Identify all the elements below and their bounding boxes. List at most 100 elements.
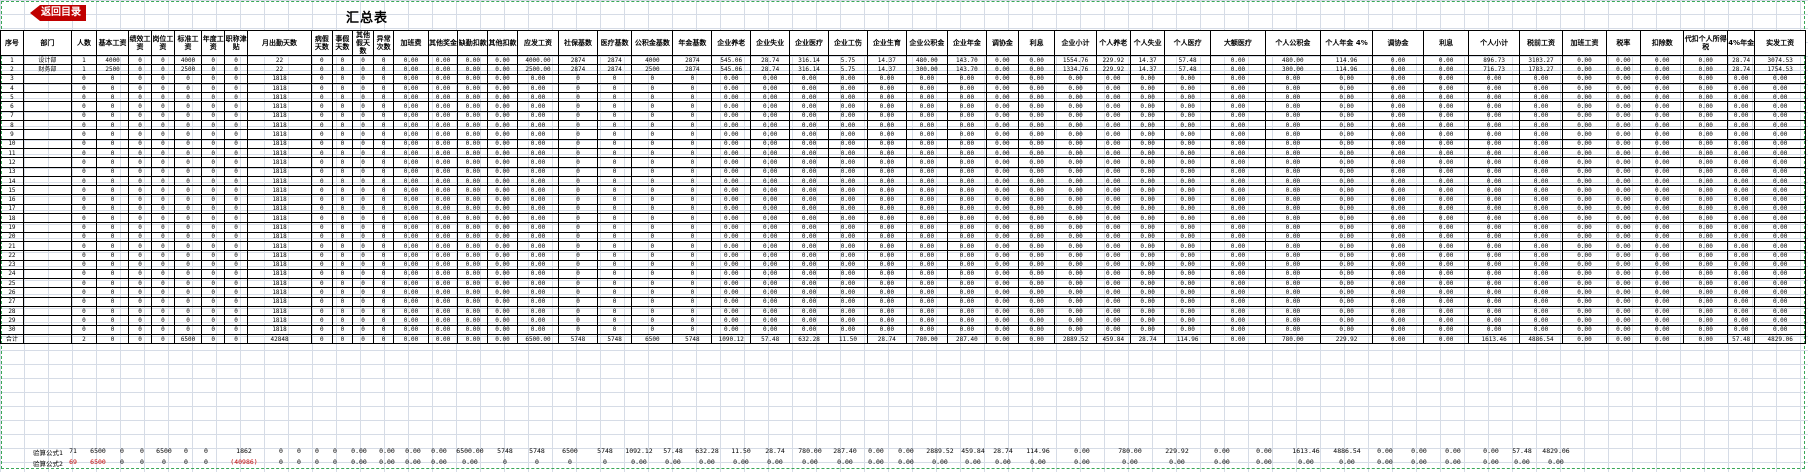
cell-hf_base[interactable]: 0	[631, 138, 674, 149]
cell-c_interest[interactable]: 0.00	[1017, 194, 1056, 205]
cell-c_birth[interactable]: 0.00	[866, 305, 907, 317]
cell-perf[interactable]: 0	[128, 129, 152, 140]
cell-perf[interactable]: 0	[128, 110, 152, 122]
cell-c_hf[interactable]: 0.00	[905, 147, 948, 159]
cell-overtime[interactable]: 0.00	[393, 213, 429, 224]
cell-quick[interactable]: 0.00	[1640, 240, 1685, 252]
cell-p_annuity[interactable]: 114.96	[1319, 64, 1374, 75]
cell-c_injury[interactable]: 0.00	[828, 222, 868, 233]
cell-p_annuity[interactable]: 0.00	[1319, 194, 1374, 205]
cell-post[interactable]: 0	[150, 73, 175, 84]
cell-ot_wage[interactable]: 0.00	[1562, 120, 1607, 131]
cell-pretax[interactable]: 0.00	[1518, 147, 1564, 159]
cell-dept[interactable]: 财务部	[22, 64, 72, 75]
check-formula-cell[interactable]: 0.00	[1074, 458, 1090, 466]
cell-other_leave[interactable]: 0	[352, 240, 374, 252]
cell-c_injury[interactable]: 0.00	[828, 120, 868, 131]
cell-p_unemp[interactable]: 0.00	[1129, 92, 1166, 103]
cell-c_annuity[interactable]: 143.70	[946, 54, 987, 66]
column-header-net[interactable]: 实发工资	[1754, 30, 1806, 56]
cell-perf[interactable]: 0	[128, 268, 152, 280]
cell-c_total[interactable]: 0.00	[1054, 287, 1097, 298]
cell-perf[interactable]: 0	[128, 278, 152, 289]
cell-hf_base[interactable]: 0	[631, 120, 674, 131]
cell-p_annuity[interactable]: 0.00	[1319, 259, 1374, 270]
cell-net[interactable]: 0.00	[1754, 129, 1806, 140]
cell-p_pension[interactable]: 0.00	[1095, 315, 1131, 326]
cell-perf[interactable]: 0	[128, 203, 152, 215]
cell-p_unemp[interactable]: 0.00	[1129, 129, 1166, 140]
cell-hf_base[interactable]: 0	[631, 166, 674, 177]
check-formula-cell[interactable]: 0	[204, 447, 208, 455]
cell-pretax[interactable]: 0.00	[1518, 259, 1564, 270]
cell-annual[interactable]: 0	[201, 194, 226, 205]
cell-c_med[interactable]: 0.00	[789, 268, 829, 280]
cell-pretax[interactable]: 0.00	[1518, 240, 1564, 252]
cell-p_interest[interactable]: 0.00	[1422, 64, 1470, 75]
cell-c_annuity[interactable]: 0.00	[946, 175, 987, 187]
cell-deduct[interactable]: 0.00	[457, 213, 489, 224]
cell-sick[interactable]: 0	[311, 82, 333, 94]
cell-withhold[interactable]: 0.00	[1683, 157, 1728, 168]
cell-count[interactable]: 0	[70, 259, 98, 270]
cell-sick[interactable]: 0	[311, 333, 333, 345]
cell-sick[interactable]: 0	[311, 231, 333, 242]
cell-deduct[interactable]: 0.00	[457, 194, 489, 205]
cell-seq[interactable]: 15	[0, 185, 24, 196]
cell-days[interactable]: 1818	[247, 166, 313, 177]
cell-p_med[interactable]: 0.00	[1164, 278, 1211, 289]
cell-big_med[interactable]: 0.00	[1210, 110, 1266, 122]
cell-overtime[interactable]: 0.00	[393, 250, 429, 261]
cell-perf[interactable]: 0	[128, 54, 152, 66]
cell-seq[interactable]: 合计	[0, 333, 24, 345]
cell-personal[interactable]: 0	[331, 259, 354, 270]
cell-p_interest[interactable]: 0.00	[1422, 268, 1470, 280]
cell-gross[interactable]: 0.00	[516, 157, 560, 168]
check-formula-cell[interactable]: 0	[279, 447, 283, 455]
cell-c_adj[interactable]: 0.00	[985, 175, 1019, 187]
cell-c_interest[interactable]: 0.00	[1017, 175, 1056, 187]
cell-c_annuity[interactable]: 0.00	[946, 120, 987, 131]
cell-deduct[interactable]: 0.00	[457, 166, 489, 177]
cell-dept[interactable]	[22, 129, 72, 140]
cell-c_interest[interactable]: 0.00	[1017, 240, 1056, 252]
cell-sick[interactable]: 0	[311, 287, 333, 298]
cell-base[interactable]: 0	[96, 185, 130, 196]
cell-c_unemp[interactable]: 0.00	[750, 82, 791, 94]
cell-med_base[interactable]: 0	[596, 268, 633, 280]
cell-withhold[interactable]: 0.00	[1683, 287, 1728, 298]
cell-days[interactable]: 1818	[247, 203, 313, 215]
cell-other_deduct[interactable]: 0.00	[487, 101, 518, 112]
cell-p_pension[interactable]: 0.00	[1095, 259, 1131, 270]
cell-c_med[interactable]: 0.00	[789, 324, 829, 335]
cell-p_total[interactable]: 0.00	[1468, 287, 1520, 298]
cell-count[interactable]: 0	[70, 213, 98, 224]
cell-p_annuity[interactable]: 0.00	[1319, 240, 1374, 252]
cell-c_pension[interactable]: 0.00	[711, 250, 752, 261]
cell-c_med[interactable]: 316.14	[789, 64, 829, 75]
cell-pretax[interactable]: 0.00	[1518, 305, 1564, 317]
cell-p_unemp[interactable]: 0.00	[1129, 250, 1166, 261]
cell-c_pension[interactable]: 0.00	[711, 222, 752, 233]
cell-ot_wage[interactable]: 0.00	[1562, 92, 1607, 103]
cell-withhold[interactable]: 0.00	[1683, 185, 1728, 196]
cell-med_base[interactable]: 0	[596, 222, 633, 233]
cell-dept[interactable]	[22, 268, 72, 280]
cell-net[interactable]: 0.00	[1754, 101, 1806, 112]
cell-perf[interactable]: 0	[128, 240, 152, 252]
cell-c_injury[interactable]: 0.00	[828, 101, 868, 112]
check-formula-cell[interactable]: 0.00	[932, 458, 948, 466]
cell-ann_base[interactable]: 0	[672, 296, 713, 308]
cell-annual[interactable]: 0	[201, 250, 226, 261]
cell-post[interactable]: 0	[150, 305, 175, 317]
cell-p_adj[interactable]: 0.00	[1372, 333, 1424, 345]
check-formula-cell[interactable]: 0.00	[1377, 458, 1393, 466]
cell-c_pension[interactable]: 0.00	[711, 194, 752, 205]
cell-pretax[interactable]: 0.00	[1518, 194, 1564, 205]
cell-c_pension[interactable]: 545.06	[711, 54, 752, 66]
cell-std[interactable]: 0	[173, 296, 203, 308]
check-formula-cell[interactable]: 0.00	[405, 458, 421, 466]
cell-p_unemp[interactable]: 0.00	[1129, 166, 1166, 177]
cell-overtime[interactable]: 0.00	[393, 194, 429, 205]
cell-withhold[interactable]: 0.00	[1683, 278, 1728, 289]
